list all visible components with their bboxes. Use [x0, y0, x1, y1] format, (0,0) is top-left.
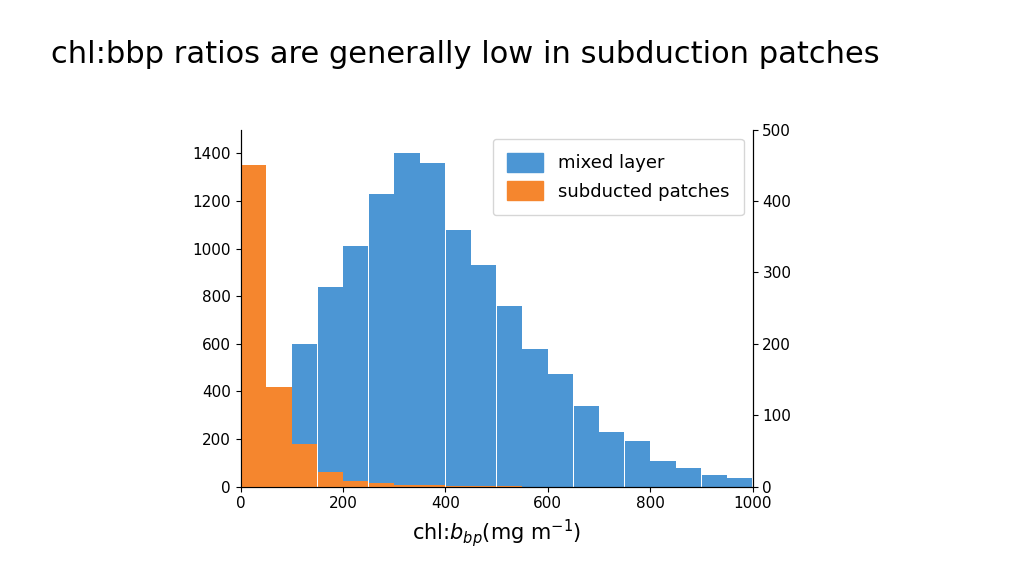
Bar — [266, 386, 292, 487]
Bar — [394, 153, 420, 487]
Bar — [599, 432, 625, 487]
Bar — [676, 468, 701, 487]
Bar — [343, 481, 369, 487]
Bar — [497, 486, 522, 487]
Bar — [573, 406, 599, 487]
Bar — [445, 486, 471, 487]
Bar — [343, 247, 369, 487]
Bar — [471, 486, 497, 487]
Bar — [420, 486, 445, 487]
Bar — [625, 441, 650, 487]
Text: chl:bbp ratios are generally low in subduction patches: chl:bbp ratios are generally low in subd… — [51, 40, 880, 69]
Bar — [420, 163, 445, 487]
Bar — [497, 306, 522, 487]
Bar — [241, 439, 266, 487]
Bar — [317, 287, 343, 487]
Bar — [548, 374, 573, 487]
Bar — [471, 266, 497, 487]
Legend: mixed layer, subducted patches: mixed layer, subducted patches — [493, 139, 743, 215]
Bar — [241, 165, 266, 487]
Bar — [522, 348, 548, 487]
Bar — [266, 415, 292, 487]
Bar — [650, 461, 676, 487]
Bar — [369, 483, 394, 487]
X-axis label: chl:$b_{bp}$(mg m$^{-1}$): chl:$b_{bp}$(mg m$^{-1}$) — [412, 517, 582, 549]
Bar — [445, 230, 471, 487]
Bar — [317, 472, 343, 487]
Bar — [394, 484, 420, 487]
Bar — [292, 444, 317, 487]
Bar — [727, 479, 753, 487]
Bar — [292, 344, 317, 487]
Bar — [369, 194, 394, 487]
Bar — [701, 475, 727, 487]
